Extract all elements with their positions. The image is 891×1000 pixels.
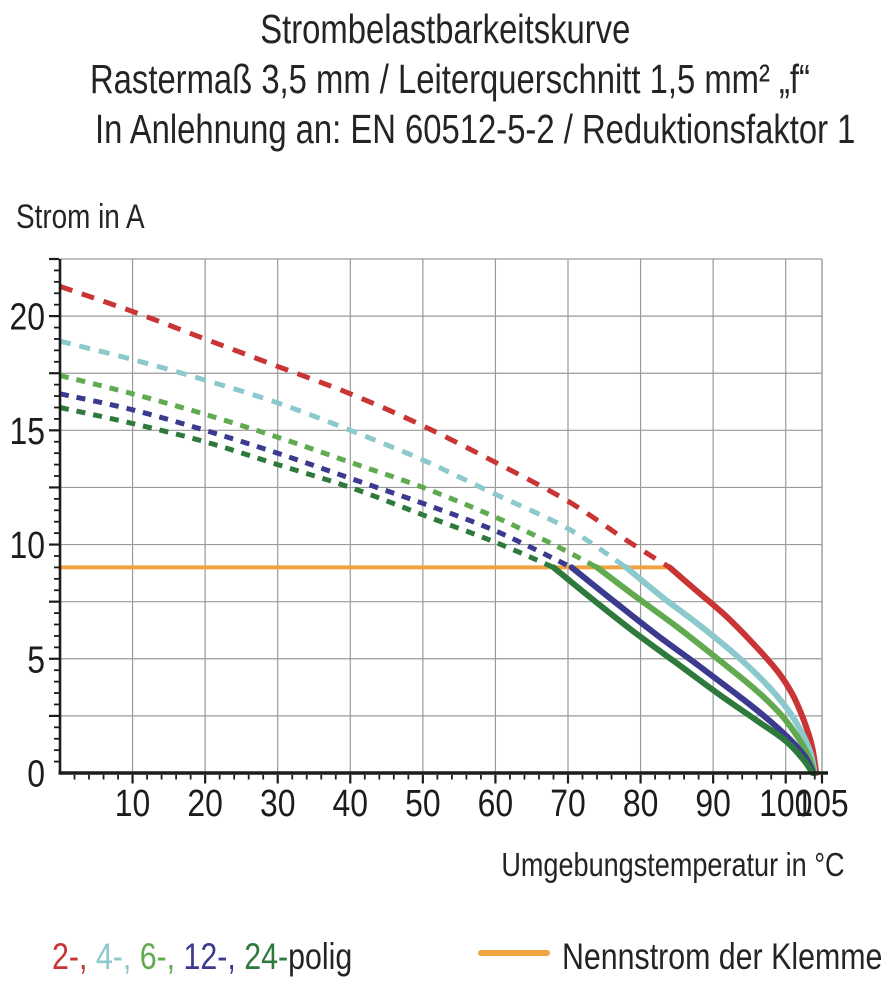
x-tick-label-70: 70: [550, 782, 586, 824]
x-tick-label-100: 100: [759, 782, 812, 824]
y-tick-label-0: 0: [27, 753, 45, 795]
series-2-polig: [59, 284, 820, 776]
series-12-polig-solid: [568, 564, 817, 776]
title-line-3: In Anlehnung an: EN 60512-5-2 / Reduktio…: [0, 104, 891, 154]
legend-pole-12: 12-,: [183, 936, 245, 977]
series-6-polig: [59, 373, 817, 776]
legend-pole-24: 24-: [244, 936, 289, 977]
series-2-polig-solid: [666, 564, 820, 776]
x-tick-label-60: 60: [478, 782, 514, 824]
series-4-polig-solid: [623, 564, 818, 776]
rated-current-label-text: Nennstrom der Klemme: [562, 936, 883, 977]
legend-pole-2: 2-,: [52, 936, 96, 977]
legend-pole-6: 6-,: [139, 936, 184, 977]
y-tick-label-5: 5: [27, 639, 45, 681]
series-6-polig-solid: [594, 564, 817, 776]
title-line-1: Strombelastbarkeitskurve: [0, 4, 891, 54]
legend-poles: 2-, 4-, 6-, 12-, 24-polig: [52, 936, 418, 978]
x-tick-label-20: 20: [187, 782, 223, 824]
series-24-polig-dashed: [59, 405, 555, 570]
series-4-polig: [59, 338, 818, 776]
series-12-polig: [59, 391, 817, 776]
legend-poles-text: 2-, 4-, 6-, 12-, 24-polig: [52, 936, 352, 978]
y-tick-label-10: 10: [10, 525, 46, 567]
x-tick-label-80: 80: [623, 782, 659, 824]
series-2-polig-dashed: [59, 284, 671, 570]
x-tick-label-10: 10: [115, 782, 151, 824]
rated-current-line-swatch: [478, 950, 550, 956]
gridlines: [60, 258, 823, 773]
y-tick-label-15: 15: [10, 410, 46, 452]
x-tick-label-90: 90: [695, 782, 731, 824]
rated-current-label: Nennstrom der Klemme: [562, 936, 891, 978]
y-tick-labels: 0 5 10 15 20: [10, 296, 46, 795]
y-axis-caption: Strom in A: [16, 198, 173, 237]
title-line-3-text: In Anlehnung an: EN 60512-5-2 / Reduktio…: [95, 106, 856, 152]
series-24-polig: [59, 405, 816, 776]
x-axis-caption-text: Umgebungstemperatur in °C: [501, 846, 845, 883]
y-axis-caption-text: Strom in A: [16, 198, 145, 236]
series-6-polig-dashed: [59, 373, 599, 570]
x-axis-caption: Umgebungstemperatur in °C: [0, 846, 845, 884]
legend-pole-4: 4-,: [95, 936, 140, 977]
series-24-polig-solid: [550, 564, 816, 776]
axis-ticks: [49, 257, 824, 784]
title-line-1-text: Strombelastbarkeitskurve: [260, 6, 631, 52]
series-4-polig-dashed: [59, 338, 628, 570]
x-tick-label-40: 40: [333, 782, 369, 824]
y-tick-label-20: 20: [10, 296, 46, 338]
x-tick-label-50: 50: [405, 782, 441, 824]
title-line-2-text: Rastermaß 3,5 mm / Leiterquerschnitt 1,5…: [89, 56, 810, 102]
title-line-2: Rastermaß 3,5 mm / Leiterquerschnitt 1,5…: [0, 54, 891, 104]
x-tick-label-105: 105: [795, 782, 848, 824]
legend-pole-suffix: polig: [288, 936, 353, 977]
x-tick-label-30: 30: [260, 782, 296, 824]
chart-title-block: Strombelastbarkeitskurve Rastermaß 3,5 m…: [0, 4, 891, 154]
